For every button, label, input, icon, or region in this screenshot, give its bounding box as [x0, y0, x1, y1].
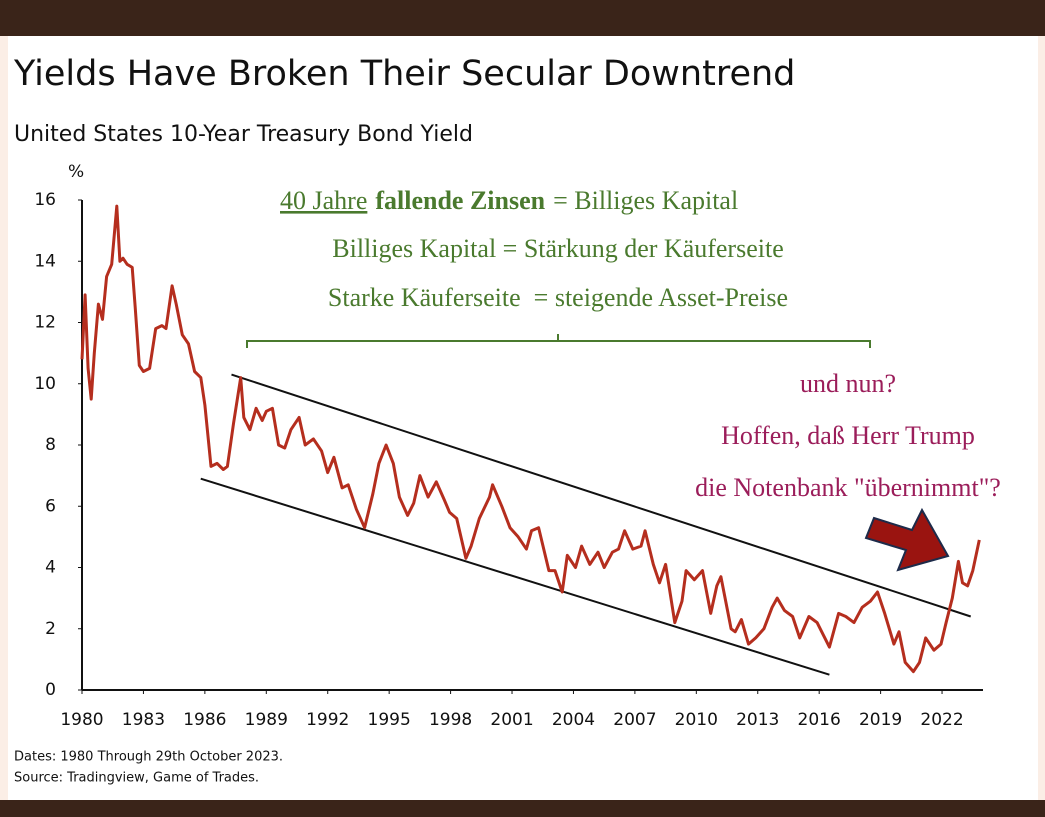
x-tick-label: 1989 — [245, 710, 288, 730]
y-tick-label: 2 — [45, 619, 56, 639]
y-tick-label: 10 — [34, 374, 56, 394]
underlined: 40 Jahre — [280, 186, 367, 215]
y-tick-label: 8 — [45, 435, 56, 455]
y-unit: % — [68, 162, 84, 182]
x-tick-label: 1995 — [368, 710, 411, 730]
chart-title: Yields Have Broken Their Secular Downtre… — [13, 54, 795, 94]
red-annotation: und nun? Hoffen, daß Herr Trump die Note… — [695, 369, 1001, 502]
y-tick-label: 0 — [45, 680, 56, 700]
annotation-line: Hoffen, daß Herr Trump — [721, 421, 975, 450]
x-tick-label: 1998 — [429, 710, 472, 730]
subtitle: United States 10-Year Treasury Bond Yiel… — [14, 122, 473, 147]
annotation-line: und nun? — [800, 369, 896, 398]
y-tick-label: 12 — [34, 313, 56, 333]
arrow — [864, 507, 950, 572]
x-tick-label: 2004 — [552, 710, 595, 730]
x-tick-label: 1980 — [60, 710, 103, 730]
footnote: Dates: 1980 Through 29th October 2023. — [14, 750, 283, 765]
trend-line — [231, 373, 972, 618]
y-tick-label: 6 — [45, 496, 56, 516]
x-tick-label: 2016 — [798, 710, 841, 730]
y-tick-label: 4 — [45, 558, 56, 578]
y-tick-label: 16 — [34, 190, 56, 210]
annotation-line: Billiges Kapital = Stärkung der Käuferse… — [332, 234, 783, 263]
x-tick-label: 2010 — [675, 710, 718, 730]
x-tick-label: 1983 — [122, 710, 165, 730]
x-tick-label: 2022 — [920, 710, 963, 730]
y-tick-label: 14 — [34, 251, 56, 271]
annotation-line: die Notenbank "übernimmt"? — [695, 473, 1001, 502]
x-tick-label: 1992 — [306, 710, 349, 730]
yield-line — [80, 204, 981, 674]
x-tick-label: 2019 — [859, 710, 902, 730]
trend-line — [200, 477, 830, 676]
bold: fallende Zinsen — [375, 186, 545, 215]
annotation-line: Starke Käuferseite = steigende Asset-Pre… — [328, 283, 788, 312]
x-tick-label: 2007 — [613, 710, 656, 730]
rest: = Billiges Kapital — [553, 186, 738, 215]
x-tick-label: 1986 — [183, 710, 226, 730]
x-tick-label: 2013 — [736, 710, 779, 730]
brace — [246, 334, 871, 348]
x-tick-label: 2001 — [490, 710, 533, 730]
green-annotation: 40 Jahre fallende Zinsen = Billiges Kapita… — [280, 186, 788, 312]
panel — [8, 36, 1038, 800]
bottom-bar — [0, 800, 1045, 817]
top-bar — [0, 0, 1045, 36]
footnote: Source: Tradingview, Game of Trades. — [14, 771, 259, 786]
annotation-line: 40 Jahre fallende Zinsen = Billiges Kapita… — [280, 186, 738, 215]
